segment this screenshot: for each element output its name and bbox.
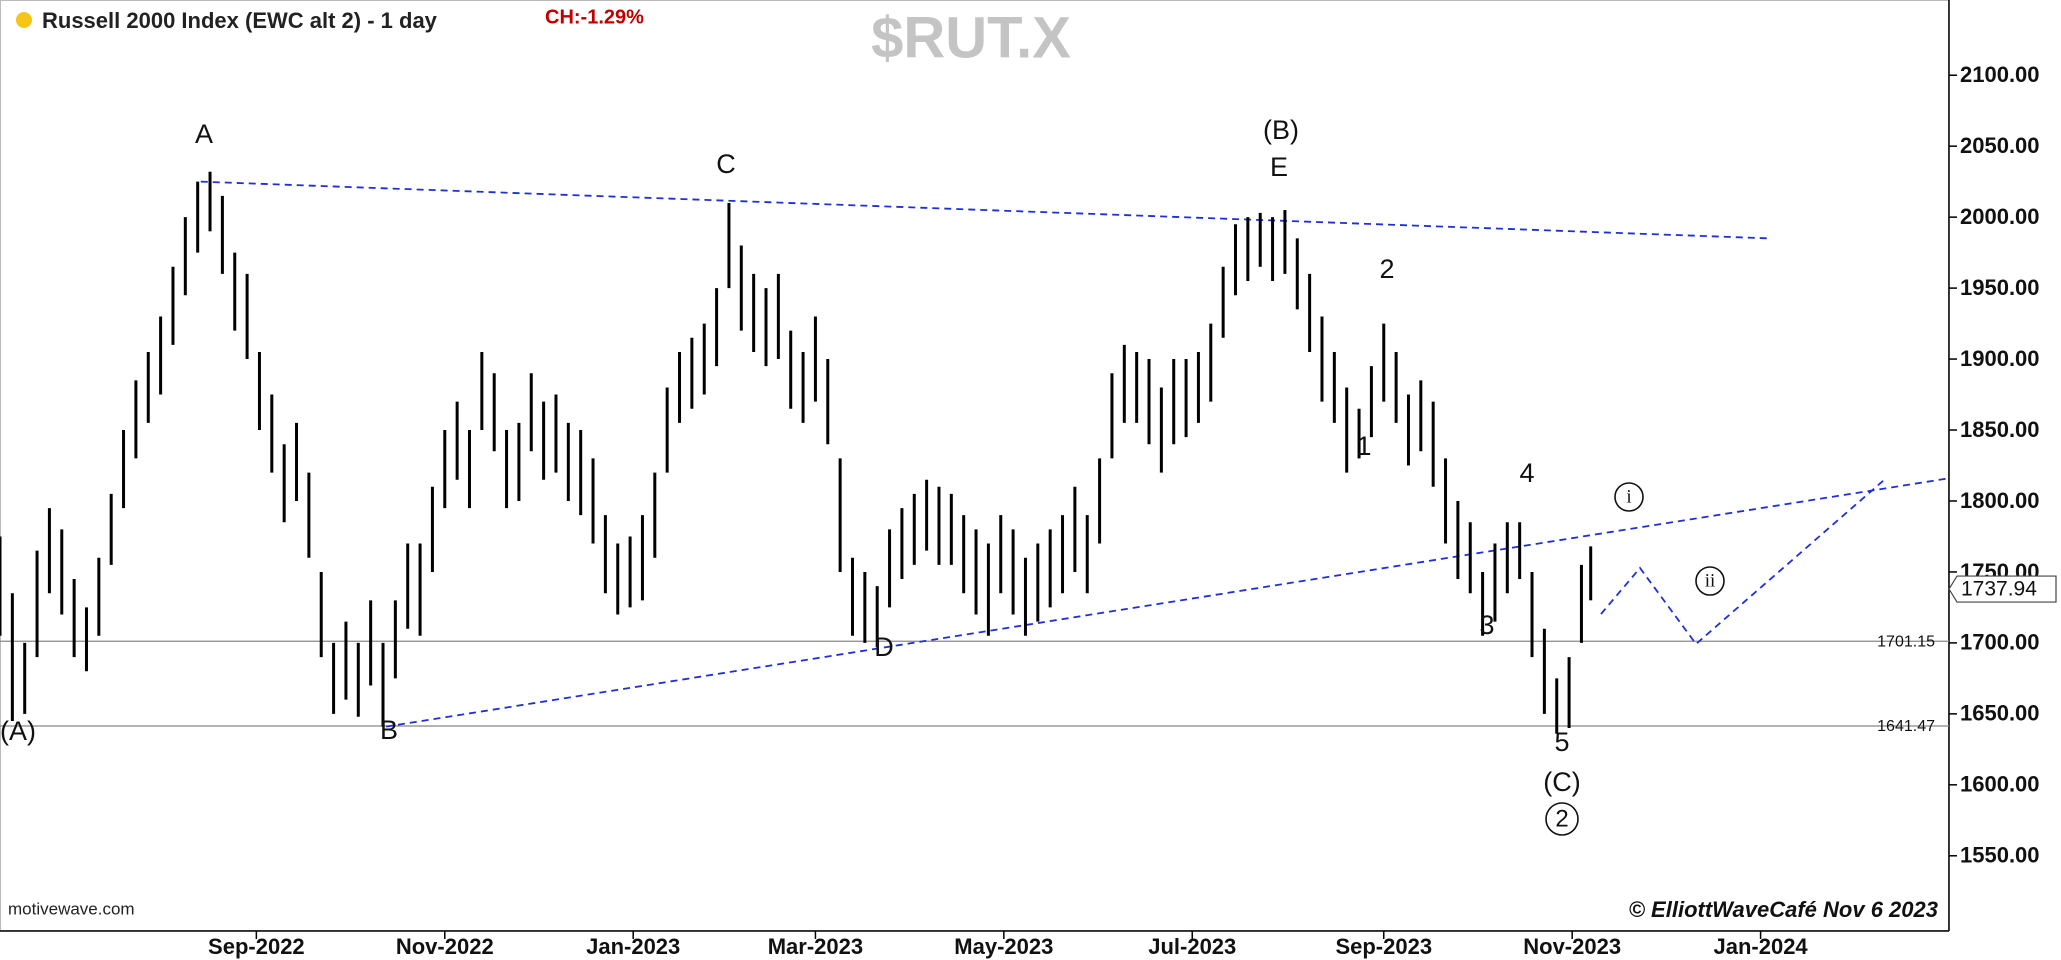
wave-label: i — [1626, 486, 1631, 507]
plot-border — [0, 0, 1949, 931]
wave-label: 4 — [1519, 458, 1534, 488]
x-tick-label: May-2023 — [954, 934, 1053, 959]
wave-circle — [1545, 802, 1579, 836]
wave-label: ii — [1705, 570, 1716, 591]
wave-label: A — [195, 119, 213, 149]
y-tick-label: 1550.00 — [1960, 843, 2040, 868]
y-tick-label: 1700.00 — [1960, 630, 2040, 655]
symbol-watermark: $RUT.X — [871, 5, 1071, 70]
wave-label: (C) — [1543, 767, 1580, 797]
last-price-label: 1737.94 — [1961, 578, 2037, 601]
wave-label: (B) — [1263, 115, 1299, 145]
change-label: CH:-1.29% — [545, 6, 644, 28]
y-tick-label: 1900.00 — [1960, 346, 2040, 371]
wave-label: (A) — [0, 716, 36, 746]
x-tick-label: Mar-2023 — [768, 934, 863, 959]
wave-label: 3 — [1479, 610, 1494, 640]
x-tick-label: Sep-2023 — [1335, 934, 1432, 959]
wave-label: C — [716, 149, 736, 179]
y-tick-label: 2050.00 — [1960, 133, 2040, 158]
last-price-box — [1948, 575, 2057, 603]
projection-path — [1600, 479, 1885, 646]
wave-circle — [1695, 566, 1725, 596]
x-tick-label: Nov-2023 — [1523, 934, 1621, 959]
source-label: motivewave.com — [8, 899, 135, 918]
y-tick-label: 1800.00 — [1960, 488, 2040, 513]
x-tick-label: Nov-2022 — [396, 934, 494, 959]
wave-circle — [1614, 482, 1644, 512]
y-tick-label: 2100.00 — [1960, 62, 2040, 87]
x-tick-label: Jul-2023 — [1148, 934, 1236, 959]
y-tick-label: 1650.00 — [1960, 701, 2040, 726]
credit-label: © ElliottWaveCafé Nov 6 2023 — [1629, 897, 1938, 922]
y-tick-label: 1850.00 — [1960, 417, 2040, 442]
wave-label: 2 — [1379, 254, 1394, 284]
upper-trendline — [200, 180, 1770, 240]
status-dot — [16, 12, 32, 28]
lower-trendline — [385, 477, 1950, 728]
x-tick-label: Jan-2024 — [1713, 934, 1808, 959]
wave-label: 1 — [1356, 431, 1371, 461]
wave-label: B — [380, 715, 398, 745]
wave-label: 5 — [1554, 727, 1569, 757]
support-label: 1701.15 — [1877, 633, 1935, 650]
chart-title: Russell 2000 Index (EWC alt 2) - 1 day — [42, 8, 438, 33]
wave-label: E — [1270, 152, 1288, 182]
y-tick-label: 1600.00 — [1960, 772, 2040, 797]
y-tick-label: 2000.00 — [1960, 204, 2040, 229]
support-label: 1641.47 — [1877, 718, 1935, 735]
wave-label: D — [874, 632, 894, 662]
y-tick-label: 1950.00 — [1960, 275, 2040, 300]
x-tick-label: Jan-2023 — [586, 934, 680, 959]
x-tick-label: Sep-2022 — [208, 934, 305, 959]
wave-label: 2 — [1555, 805, 1568, 832]
